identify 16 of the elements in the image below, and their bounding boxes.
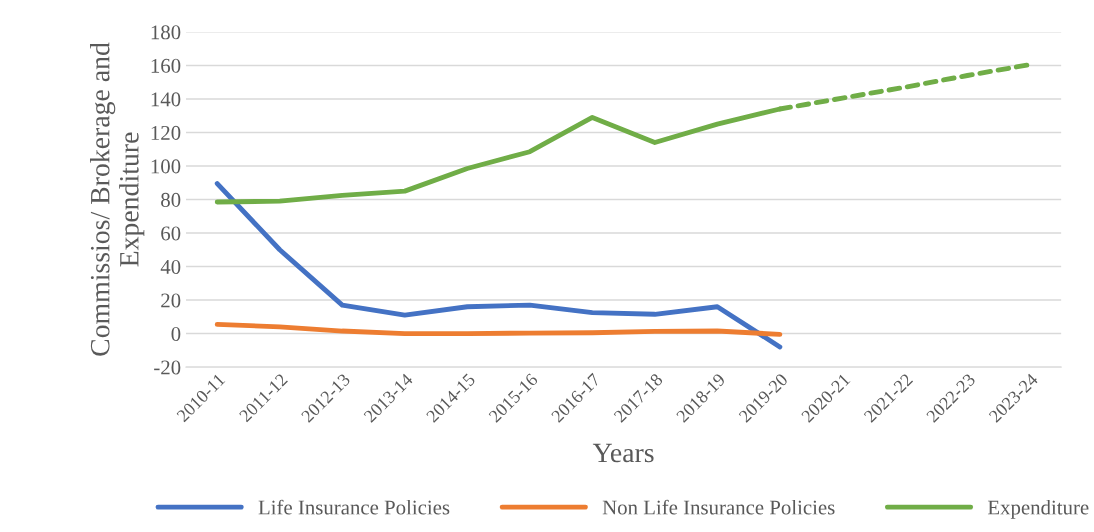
y-tick-label: 0 xyxy=(171,326,181,341)
y-tick-label: 60 xyxy=(161,226,181,241)
y-tick-label: 180 xyxy=(151,25,181,40)
legend-label: Expenditure xyxy=(987,499,1089,519)
y-tick-label: 100 xyxy=(151,159,181,174)
y-tick-label: 40 xyxy=(160,259,181,274)
y-tick-label: 80 xyxy=(161,192,181,207)
y-tick-label: 160 xyxy=(151,58,181,73)
y-axis-title: Commissios/ Brokerage and Expenditure xyxy=(90,42,145,356)
y-tick-label: -20 xyxy=(154,360,181,375)
legend-label: Non Life Insurance Policies xyxy=(602,499,835,515)
y-tick-label: 120 xyxy=(151,125,181,140)
y-tick-label: 20 xyxy=(161,293,181,308)
legend-label: Life Insurance Policies xyxy=(258,499,450,515)
y-tick-label: 140 xyxy=(151,92,181,107)
x-axis-title: Years xyxy=(592,443,654,463)
